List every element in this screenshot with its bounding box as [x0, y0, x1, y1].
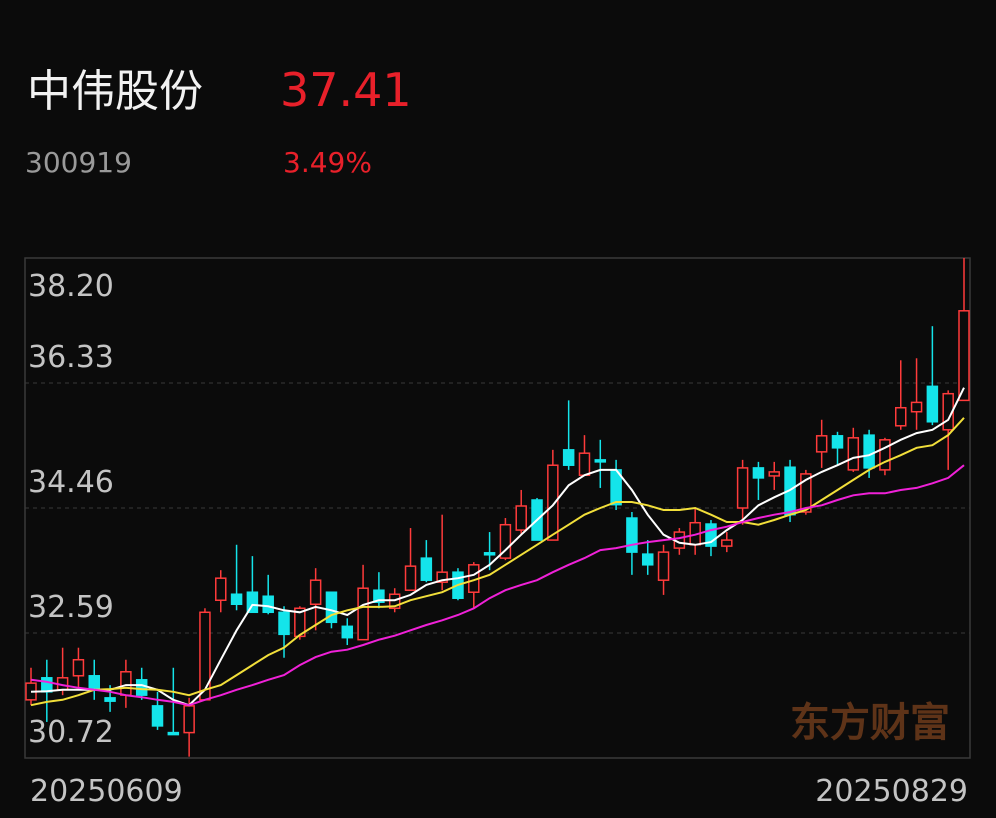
candle-body [262, 595, 274, 614]
candle-body [309, 579, 322, 606]
candle-body [88, 675, 101, 689]
candle-body [278, 611, 290, 636]
candle-body [436, 571, 448, 583]
stock-name: 中伟股份 [27, 66, 203, 117]
candle-body [294, 607, 306, 638]
candle-body [41, 677, 53, 693]
candle-body [135, 679, 148, 696]
candle-body [879, 439, 891, 471]
candle-body [594, 459, 607, 463]
candle-body [183, 705, 195, 734]
candle-body [215, 577, 227, 601]
x-tick-label: 20250609 [30, 774, 183, 809]
candle-body [199, 611, 211, 701]
candle-body [341, 625, 354, 639]
candle-body [926, 385, 939, 423]
watermark: 东方财富 [790, 700, 950, 746]
candle-body [831, 435, 844, 449]
y-tick-label: 32.59 [28, 590, 114, 625]
candle-body [167, 731, 180, 736]
candle-body [752, 467, 765, 479]
candle-body [420, 557, 433, 581]
candle-body [910, 401, 923, 413]
candle-body [721, 539, 733, 547]
candle-body [547, 464, 559, 541]
y-tick-label: 36.33 [28, 340, 114, 375]
candle-body [768, 471, 780, 477]
candle-body [151, 705, 164, 727]
candle-body [373, 589, 385, 604]
stock-code: 300919 [25, 146, 132, 179]
candle-body [705, 523, 717, 547]
candle-body [894, 406, 907, 427]
candle-body [958, 310, 970, 402]
candle-body [578, 452, 591, 476]
candle-body [230, 593, 243, 606]
candle-body [104, 697, 116, 702]
candle-body [562, 449, 575, 466]
candle-body [357, 587, 369, 641]
candle-body [483, 552, 496, 556]
candle-body [641, 553, 654, 566]
stock-price: 37.41 [280, 63, 412, 117]
candle-body [325, 591, 338, 624]
candle-body [388, 593, 401, 610]
candle-body [626, 517, 638, 553]
price-change: 3.49% [283, 146, 372, 179]
candle-body [515, 505, 527, 531]
candle-body [657, 551, 670, 581]
candle-body [72, 658, 85, 677]
candle-body [120, 671, 132, 696]
candle-body [246, 591, 259, 614]
candle-body [847, 437, 860, 471]
candle-body [815, 435, 828, 453]
y-tick-label: 30.72 [28, 715, 114, 750]
moving-average-line [30, 464, 965, 707]
candle-body [499, 523, 512, 559]
y-tick-label: 34.46 [28, 465, 114, 500]
candle-body [736, 467, 749, 509]
candle-body [863, 434, 875, 469]
x-tick-label: 20250829 [815, 774, 968, 809]
candle-body [800, 473, 812, 513]
y-tick-label: 38.20 [28, 269, 114, 304]
candle-body [404, 565, 417, 591]
